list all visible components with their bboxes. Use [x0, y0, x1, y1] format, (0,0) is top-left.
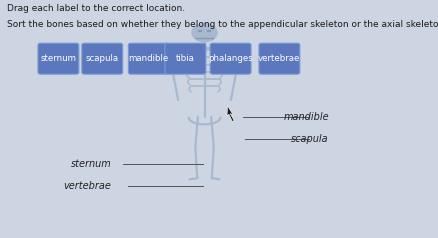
- FancyBboxPatch shape: [38, 43, 79, 74]
- Text: Drag each label to the correct location.: Drag each label to the correct location.: [7, 4, 185, 13]
- Polygon shape: [227, 106, 234, 121]
- FancyBboxPatch shape: [165, 43, 206, 74]
- FancyBboxPatch shape: [128, 43, 169, 74]
- Text: Sort the bones based on whether they belong to the appendicular skeleton or the : Sort the bones based on whether they bel…: [7, 20, 438, 29]
- Text: vertebrae: vertebrae: [258, 54, 300, 63]
- Text: sternum: sternum: [71, 159, 111, 169]
- FancyBboxPatch shape: [82, 43, 123, 74]
- Text: scapula: scapula: [291, 134, 329, 144]
- Text: sternum: sternum: [40, 54, 76, 63]
- FancyBboxPatch shape: [259, 43, 300, 74]
- Circle shape: [192, 24, 217, 42]
- Text: phalanges: phalanges: [208, 54, 253, 63]
- Text: tibia: tibia: [176, 54, 195, 63]
- FancyBboxPatch shape: [210, 43, 251, 74]
- Text: mandible: mandible: [283, 112, 329, 122]
- Text: mandible: mandible: [129, 54, 169, 63]
- Text: scapula: scapula: [86, 54, 119, 63]
- Text: vertebrae: vertebrae: [64, 181, 111, 191]
